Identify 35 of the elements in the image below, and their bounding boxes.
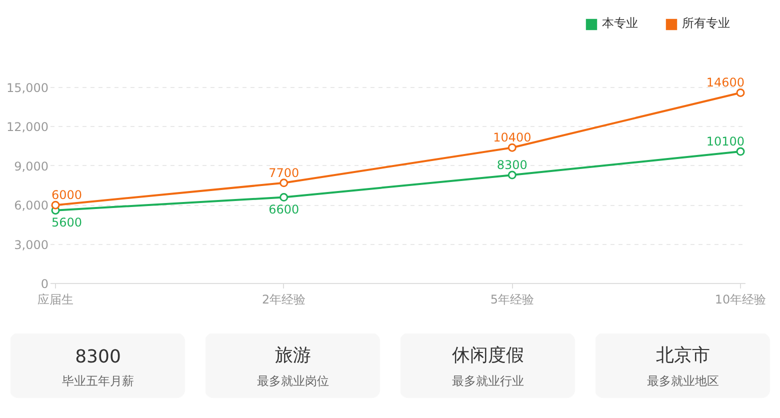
y-tick-label: 12,000 <box>6 120 49 134</box>
text: 旅游 <box>275 345 311 366</box>
point <box>280 193 288 202</box>
legend-label: 本专业 <box>602 15 638 32</box>
data-label: 10100 <box>706 134 745 149</box>
text: 休闲度假 <box>452 345 524 366</box>
point <box>51 200 60 210</box>
data-label: 5600 <box>52 215 82 230</box>
point <box>736 88 745 97</box>
y-tick-label: 9,000 <box>14 159 49 174</box>
y-tick-label: 3,000 <box>14 238 49 252</box>
data-label: 6000 <box>52 188 82 202</box>
data-label: 6600 <box>268 202 300 216</box>
x-tick-label: 5年经验 <box>490 292 534 306</box>
data-label: 10400 <box>493 130 532 145</box>
point <box>508 143 516 152</box>
data-label: 8300 <box>496 158 528 172</box>
y-tick-label: 6,000 <box>14 198 49 213</box>
text: 最多就业地区 <box>647 374 719 388</box>
x-tick-label: 2年经验 <box>262 292 306 306</box>
point <box>736 147 745 156</box>
data-label: 14600 <box>706 76 745 90</box>
text: 毕业五年月薪 <box>62 374 134 388</box>
y-tick-label: 15,000 <box>6 81 49 95</box>
legend-label: 所有专业 <box>682 15 730 32</box>
point <box>508 170 516 180</box>
text: 北京市 <box>656 345 710 366</box>
x-tick-label: 10年经验 <box>714 292 766 306</box>
text: 8300 <box>75 346 121 368</box>
point <box>280 178 288 188</box>
data-label: 7700 <box>268 166 300 180</box>
x-tick-label: 应届生 <box>38 292 74 306</box>
text: 最多就业行业 <box>452 374 524 388</box>
text: 最多就业岗位 <box>257 374 329 388</box>
y-tick-label: 0 <box>40 277 49 291</box>
